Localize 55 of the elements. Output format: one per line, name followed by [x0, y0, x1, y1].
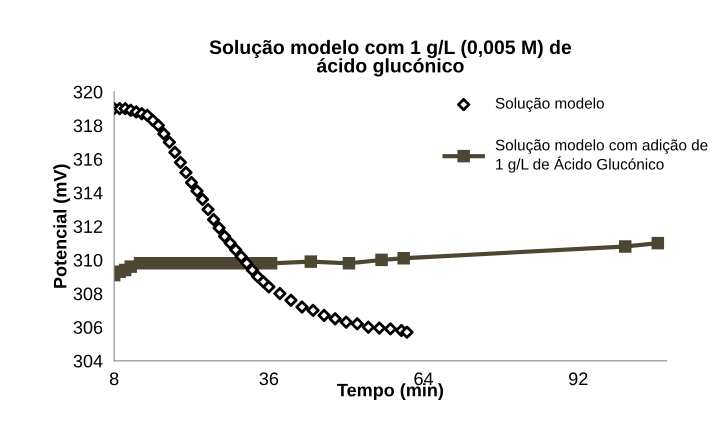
- x-tick-label: 8: [110, 372, 118, 386]
- legend-label: Solução modelo: [496, 97, 604, 112]
- point: [652, 236, 664, 250]
- point: [342, 257, 356, 270]
- point: [190, 184, 204, 198]
- point: [168, 146, 182, 159]
- y-tick-label: 310: [74, 254, 102, 267]
- point: [350, 317, 364, 330]
- point: [273, 286, 286, 300]
- point: [375, 254, 388, 266]
- point: [162, 136, 176, 149]
- point: [184, 176, 198, 190]
- point: [229, 243, 242, 256]
- point: [224, 236, 237, 250]
- point: [284, 294, 298, 307]
- x-tick-label: 36: [259, 372, 278, 386]
- point: [372, 321, 386, 335]
- point: [304, 255, 318, 268]
- point: [397, 252, 410, 265]
- y-tick-label: 314: [74, 186, 102, 200]
- y-axis-title: Potencial (mV): [53, 164, 70, 288]
- point: [400, 326, 414, 339]
- point: [212, 221, 226, 235]
- point: [246, 263, 259, 277]
- y-tick-label: 306: [74, 321, 102, 334]
- point: [240, 256, 254, 270]
- point: [318, 308, 331, 322]
- point: [201, 202, 215, 216]
- point: [174, 156, 188, 170]
- y-tick-label: 320: [74, 86, 102, 99]
- y-tick-label: 304: [74, 354, 102, 368]
- point: [384, 322, 397, 336]
- point: [218, 230, 232, 243]
- y-tick-label: 308: [74, 287, 102, 300]
- point: [262, 280, 276, 294]
- y-tick-label: 318: [74, 119, 102, 132]
- point: [152, 118, 165, 132]
- point: [328, 312, 342, 326]
- point: [362, 320, 375, 334]
- legend-label: Solução modelo com adição de 1 g/L de Ácido Glucónico: [496, 139, 708, 173]
- point: [196, 192, 210, 206]
- point: [207, 213, 220, 226]
- point: [295, 300, 309, 314]
- x-tick-label: 92: [569, 372, 588, 386]
- chart-title: Solução modelo com 1 g/L (0,005 M) de ácido glucónico: [210, 40, 572, 76]
- point: [306, 304, 320, 317]
- point: [340, 316, 353, 329]
- x-axis-title: Tempo (min): [337, 383, 443, 400]
- x-tick-label: 64: [414, 372, 434, 386]
- point: [618, 240, 632, 253]
- point: [157, 127, 170, 140]
- point: [234, 250, 248, 264]
- y-tick-label: 316: [74, 152, 102, 166]
- point: [179, 166, 193, 180]
- y-tick-label: 312: [74, 220, 102, 234]
